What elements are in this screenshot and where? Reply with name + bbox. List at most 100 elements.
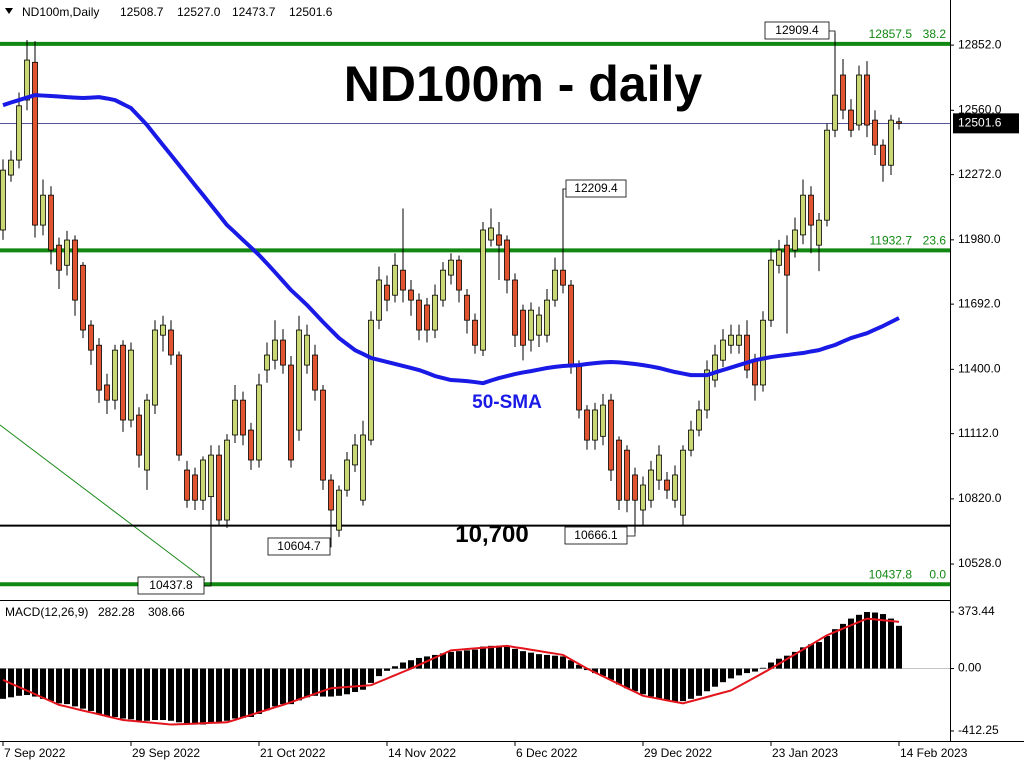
macd-bar: [336, 668, 342, 696]
annotation-label: 10604.7: [277, 539, 321, 553]
candle-body: [520, 309, 526, 346]
macd-bar: [216, 668, 222, 724]
candle-body: [872, 119, 878, 146]
macd-bar: [168, 668, 174, 721]
macd-bar: [408, 660, 414, 669]
macd-y-tick-label: 373.44: [958, 604, 995, 618]
candle-body: [8, 159, 14, 176]
high-label: 12527.0: [177, 5, 221, 19]
candle-body: [296, 329, 302, 431]
candle-body: [784, 244, 790, 276]
macd-bar: [536, 654, 542, 669]
x-tick-label: 14 Feb 2023: [900, 746, 968, 760]
macd-bar: [736, 668, 742, 676]
macd-bar: [544, 654, 550, 669]
macd-bar: [848, 618, 854, 669]
candle-body: [528, 309, 534, 341]
candle-body: [136, 414, 142, 456]
candle-body: [24, 59, 30, 101]
macd-bar: [232, 668, 238, 719]
macd-bar: [720, 668, 726, 683]
candle-body: [440, 269, 446, 301]
fib-level-price: 12857.5: [869, 27, 913, 41]
candle-body: [808, 194, 814, 226]
candle-body: [864, 74, 870, 126]
macd-bar: [208, 668, 214, 724]
annotation-label: 10437.8: [149, 578, 193, 592]
macd-bar: [288, 668, 294, 705]
macd-bar: [896, 625, 902, 669]
macd-bar: [560, 656, 566, 669]
x-tick-label: 29 Dec 2022: [644, 746, 712, 760]
macd-bar: [120, 668, 126, 719]
macd-bar: [672, 668, 678, 702]
candle-body: [752, 359, 758, 386]
candle-body: [88, 324, 94, 351]
candle-body: [688, 429, 694, 451]
macd-bar: [328, 668, 334, 697]
macd-bar: [320, 668, 326, 697]
candle-body: [48, 194, 54, 251]
macd-bar: [712, 668, 718, 687]
macd-bar: [696, 668, 702, 696]
x-tick-label: 7 Sep 2022: [4, 746, 66, 760]
candle-body: [888, 119, 894, 166]
macd-bar: [456, 651, 462, 669]
macd-bar: [640, 668, 646, 695]
candle-body: [312, 354, 318, 391]
candle-body: [120, 344, 126, 421]
macd-bar: [24, 668, 30, 696]
y-tick-label: 12560.0: [958, 102, 1002, 116]
macd-label: MACD(12,26,9): [5, 605, 88, 619]
candle-body: [112, 349, 118, 401]
candle-body: [600, 404, 606, 437]
macd-bar: [40, 668, 46, 699]
annotation-box: [764, 21, 830, 40]
macd-bar: [48, 668, 54, 702]
candle-body: [432, 294, 438, 331]
macd-bar: [816, 642, 822, 669]
macd-bar: [504, 646, 510, 669]
candle-body: [760, 319, 766, 386]
candle-body: [536, 314, 542, 336]
open-label: 12508.7: [120, 5, 164, 19]
annotation-connector: [829, 30, 836, 33]
macd-bar: [384, 668, 390, 671]
macd-bar: [608, 668, 614, 680]
macd-signal-value: 308.66: [148, 605, 185, 619]
macd-bar: [80, 668, 86, 709]
macd-bar: [296, 668, 302, 701]
candle-body: [576, 364, 582, 411]
annotation-box: [565, 179, 627, 198]
candle-body: [488, 227, 494, 241]
candle-body: [280, 339, 286, 366]
macd-bar: [240, 668, 246, 718]
candle-body: [664, 479, 670, 491]
candle-body: [680, 449, 686, 516]
macd-bar: [104, 668, 110, 717]
macd-y-tick-label: -412.25: [958, 723, 999, 737]
candle-body: [672, 474, 678, 501]
fib-level-price: 11932.7: [870, 234, 913, 248]
y-tick-label: 12272.0: [958, 167, 1002, 181]
macd-bar: [632, 668, 638, 692]
macd-bar: [432, 654, 438, 669]
macd-bar: [344, 668, 350, 695]
candle-body: [248, 429, 254, 461]
macd-bar: [648, 668, 654, 697]
current-price-label: 12501.6: [958, 116, 1002, 130]
macd-bar: [512, 648, 518, 669]
candle-body: [616, 439, 622, 501]
candle-body: [856, 74, 862, 126]
candle-body: [608, 399, 614, 471]
macd-bar: [376, 668, 382, 677]
macd-bar: [568, 660, 574, 669]
macd-bar: [424, 656, 430, 669]
macd-bar: [136, 668, 142, 721]
candle-body: [712, 354, 718, 381]
macd-bar: [352, 668, 358, 693]
macd-bar: [472, 649, 478, 669]
macd-bar: [856, 614, 862, 669]
macd-bar: [616, 668, 622, 685]
